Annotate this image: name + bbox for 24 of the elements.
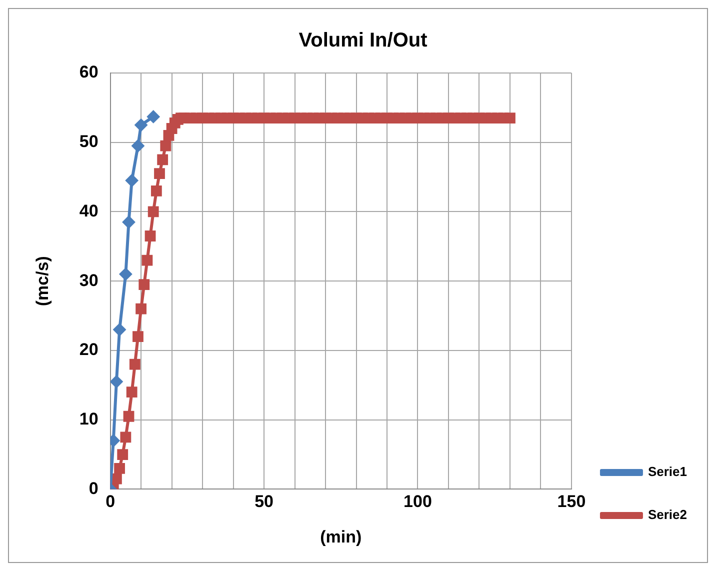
point [125, 174, 138, 188]
y-tick-label: 0 [88, 478, 98, 498]
y-tick-label: 40 [79, 201, 98, 220]
legend-label: Serie1 [648, 464, 688, 480]
x-tick-label: 50 [254, 492, 274, 512]
x-tick-label: 0 [106, 492, 116, 512]
legend-label: Serie2 [648, 507, 688, 522]
point [146, 110, 160, 124]
point [131, 139, 144, 152]
point [122, 216, 136, 229]
x-tick-label: 150 [557, 492, 586, 512]
x-axis-title: (min) [320, 527, 362, 546]
point [113, 323, 126, 336]
y-tick-label: 20 [79, 340, 98, 360]
point [110, 375, 123, 388]
chart-title: Volumi In/Out [298, 30, 428, 52]
y-tick-label: 30 [79, 270, 98, 290]
y-axis-title: (mc/s) [32, 256, 52, 306]
y-tick-label: 10 [79, 410, 98, 429]
point [119, 268, 132, 281]
point [134, 118, 148, 132]
x-tick-label: 100 [404, 492, 432, 512]
y-tick-label: 50 [79, 132, 98, 152]
y-tick-label: 60 [79, 62, 98, 82]
